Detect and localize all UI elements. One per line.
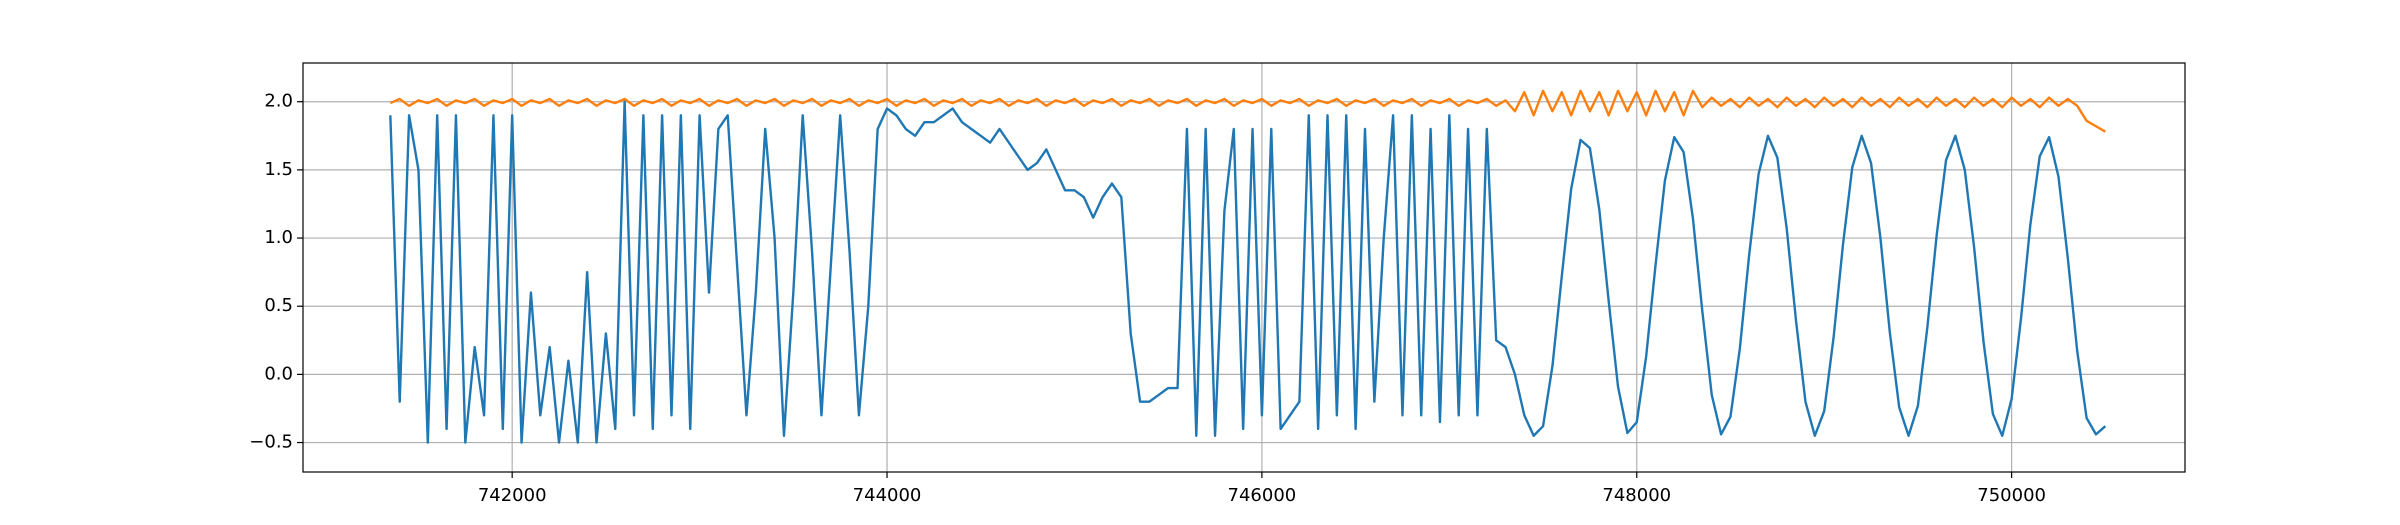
y-tick-label: −0.5 xyxy=(249,432,293,453)
x-tick-label: 744000 xyxy=(853,485,922,506)
x-tick-label: 750000 xyxy=(1977,485,2046,506)
y-tick-label: 1.5 xyxy=(264,159,293,180)
x-tick-label: 748000 xyxy=(1602,485,1671,506)
y-tick-label: 0.0 xyxy=(264,363,293,384)
y-tick-label: 0.5 xyxy=(264,295,293,316)
x-tick-label: 746000 xyxy=(1228,485,1297,506)
y-tick-label: 1.0 xyxy=(264,227,293,248)
plot-frame xyxy=(302,62,2186,473)
y-tick-label: 2.0 xyxy=(264,91,293,112)
line-series xyxy=(389,100,2107,444)
x-tick-label: 742000 xyxy=(478,485,547,506)
line-series xyxy=(389,89,2106,133)
